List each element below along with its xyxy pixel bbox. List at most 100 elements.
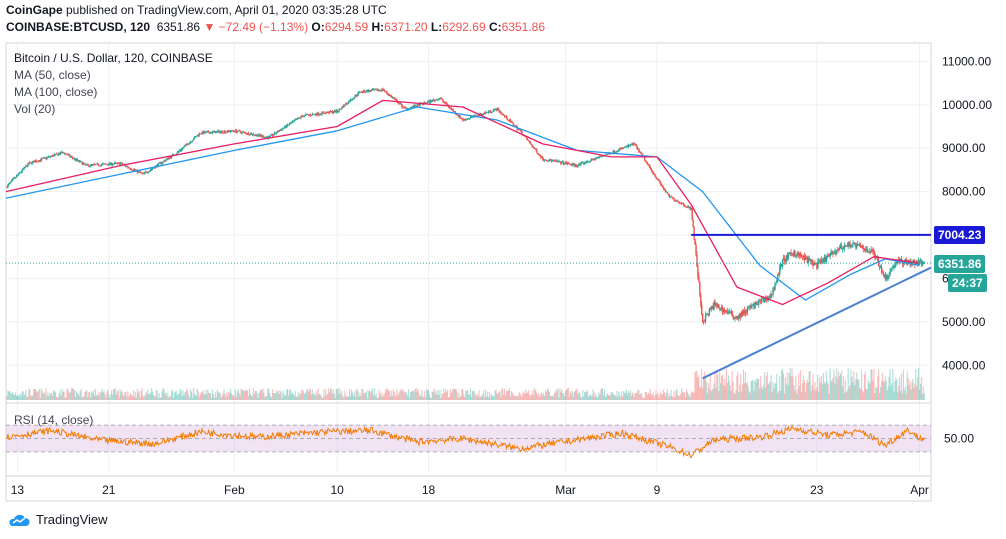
ma50-legend[interactable]: MA (50, close)	[14, 68, 91, 82]
volume-legend[interactable]: Vol (20)	[14, 102, 56, 116]
volume-bar	[209, 392, 211, 400]
volume-bar	[42, 393, 44, 400]
candle-body	[143, 173, 145, 175]
volume-bar	[77, 393, 79, 400]
volume-bar	[654, 394, 656, 400]
volume-bar	[478, 389, 480, 400]
candle-body	[237, 130, 240, 132]
time-tick-label: 13	[11, 483, 25, 497]
volume-bar	[189, 397, 191, 400]
rsi-legend[interactable]: RSI (14, close)	[14, 413, 94, 427]
volume-bar	[310, 394, 313, 400]
candle-body	[890, 268, 892, 271]
candle-body	[669, 196, 672, 198]
volume-bar	[524, 389, 527, 400]
candle-body	[430, 100, 433, 103]
candle-body	[92, 164, 95, 166]
candle-body	[484, 113, 486, 114]
volume-bar	[449, 388, 452, 400]
candle-body	[87, 164, 89, 166]
candle-body	[786, 255, 789, 259]
volume-bar	[407, 389, 410, 400]
volume-bar	[586, 389, 589, 400]
volume-bar	[221, 395, 223, 400]
candle-body	[815, 263, 817, 265]
volume-bar	[233, 397, 235, 400]
volume-bar	[79, 391, 81, 400]
candle-body	[158, 162, 161, 164]
volume-bar	[775, 382, 777, 400]
volume-bar	[353, 391, 355, 400]
volume-bar	[629, 389, 631, 400]
candle-body	[885, 275, 888, 280]
volume-bar	[480, 396, 482, 400]
candle-body	[201, 131, 203, 134]
volume-bar	[758, 379, 760, 400]
price-tick-label: 9000.00	[942, 141, 986, 155]
volume-bar	[820, 375, 823, 400]
volume-bar	[303, 392, 305, 400]
volume-bar	[899, 390, 902, 400]
volume-bar	[62, 391, 64, 400]
volume-bar	[390, 390, 393, 400]
candle-body	[115, 162, 118, 164]
volume-bar	[72, 388, 74, 400]
volume-bar	[138, 391, 140, 400]
volume-bar	[172, 397, 175, 400]
candle-body	[346, 103, 348, 105]
candle-body	[284, 125, 286, 128]
candle-body	[547, 160, 550, 162]
volume-bar	[880, 381, 883, 400]
candle-body	[599, 156, 601, 158]
candle-body	[541, 157, 543, 158]
candle-body	[918, 260, 921, 263]
volume-bar	[436, 394, 438, 400]
volume-bar	[22, 391, 24, 400]
volume-bar	[833, 369, 835, 400]
price-chart[interactable]: 11000.0010000.009000.008000.007000.00600…	[0, 0, 1006, 505]
candle-body	[67, 154, 69, 156]
candle-body	[398, 103, 400, 105]
candle-body	[450, 107, 453, 110]
candle-body	[745, 311, 748, 313]
candle-body	[663, 189, 666, 191]
volume-bar	[32, 395, 34, 400]
volume-bar	[872, 380, 874, 400]
candle-body	[41, 158, 43, 160]
ma100-legend[interactable]: MA (100, close)	[14, 85, 98, 99]
volume-bar	[90, 397, 92, 400]
candle-body	[582, 162, 584, 164]
candle-body	[666, 191, 669, 194]
volume-bar	[140, 391, 142, 400]
candle-body	[535, 148, 537, 151]
volume-bar	[292, 394, 294, 400]
candle-body	[699, 281, 701, 295]
candle-body	[445, 102, 447, 104]
candle-body	[159, 162, 161, 164]
volume-bar	[232, 394, 235, 400]
candle-body	[724, 310, 727, 312]
volume-bar	[50, 394, 52, 400]
candle-body	[185, 144, 187, 146]
volume-bar	[298, 395, 300, 400]
candle-body	[874, 253, 876, 257]
candle-body	[474, 115, 476, 116]
candle-body	[858, 244, 860, 245]
volume-bar	[358, 396, 360, 400]
candle-body	[836, 250, 838, 254]
volume-bar	[121, 390, 123, 400]
volume-bar	[804, 392, 806, 400]
volume-bar	[331, 393, 334, 400]
volume-bar	[513, 395, 515, 400]
volume-bar	[655, 389, 657, 400]
candle-body	[365, 91, 367, 93]
publisher-name[interactable]: CoinGape	[6, 3, 63, 17]
volume-bar	[524, 393, 526, 400]
candle-body	[709, 309, 712, 310]
candle-body	[43, 157, 45, 159]
volume-bar	[747, 386, 749, 400]
tradingview-logo[interactable]: TradingView	[8, 512, 108, 527]
volume-bar	[147, 389, 149, 400]
volume-bar	[811, 384, 813, 400]
volume-bar	[567, 388, 570, 400]
